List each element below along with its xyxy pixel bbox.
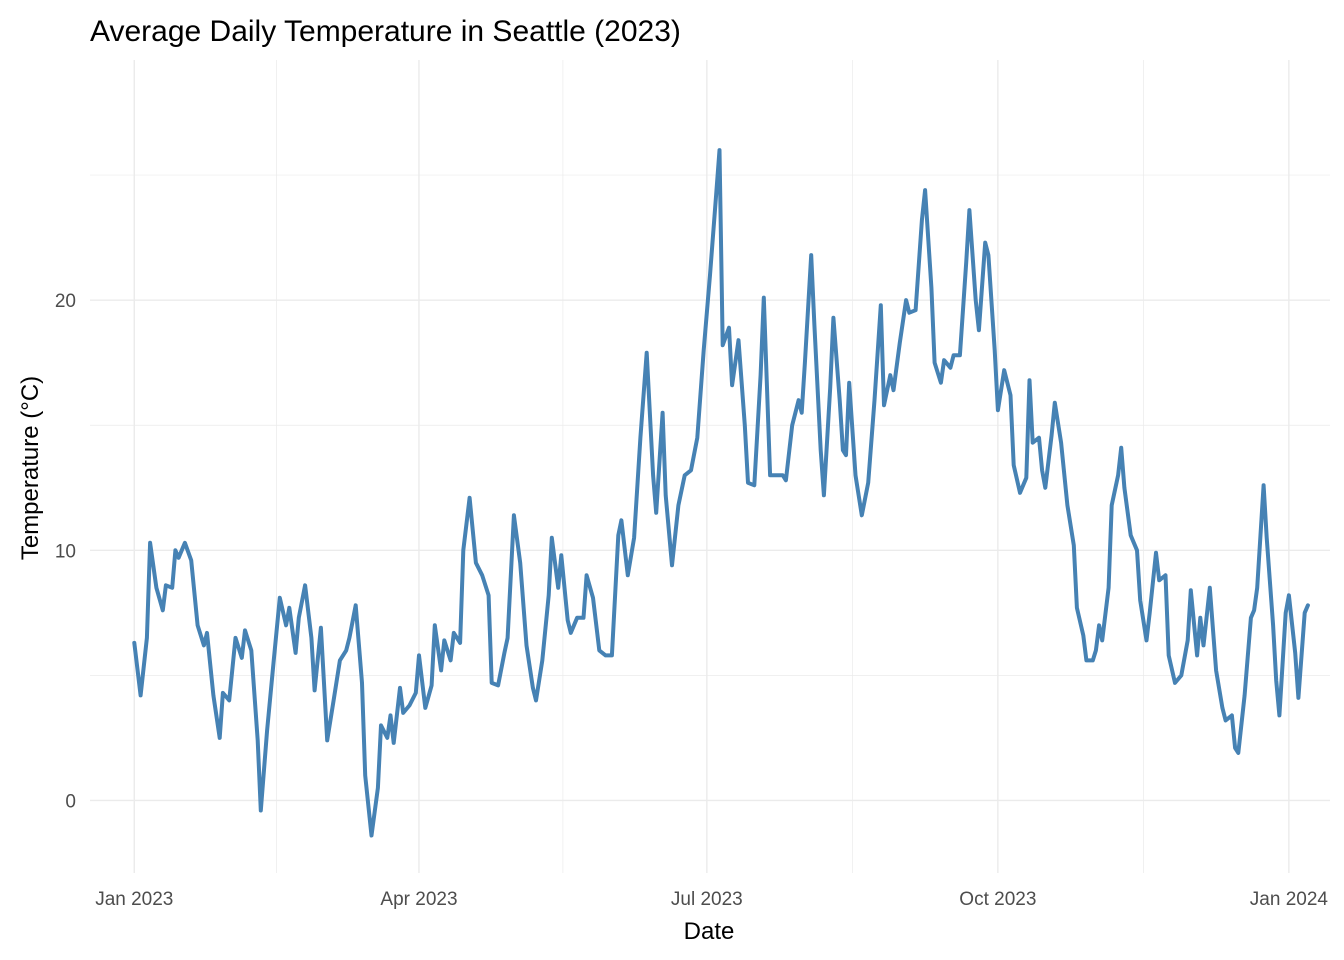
x-tick-label: Apr 2023 [380,889,457,910]
temperature-series-line [132,148,1310,838]
x-tick-label: Jul 2023 [671,889,743,910]
x-axis-ticks: Jan 2023 Apr 2023 Jul 2023 Oct 2023 Jan 2024 [95,889,1328,910]
x-axis-label: Date [684,918,735,945]
x-tick-label: Jan 2023 [95,889,173,910]
y-tick-label: 10 [55,541,76,562]
y-axis-label: Temperature (°C) [17,376,44,560]
x-tick-label: Oct 2023 [959,889,1036,910]
y-tick-label: 0 [65,791,76,812]
x-tick-label: Jan 2024 [1250,889,1329,910]
y-tick-label: 20 [55,291,76,312]
y-axis-ticks: 0 10 20 [55,291,76,812]
plot-lines [132,148,1310,838]
chart-title: Average Daily Temperature in Seattle (20… [90,15,681,48]
plot-gridlines [90,60,1330,873]
